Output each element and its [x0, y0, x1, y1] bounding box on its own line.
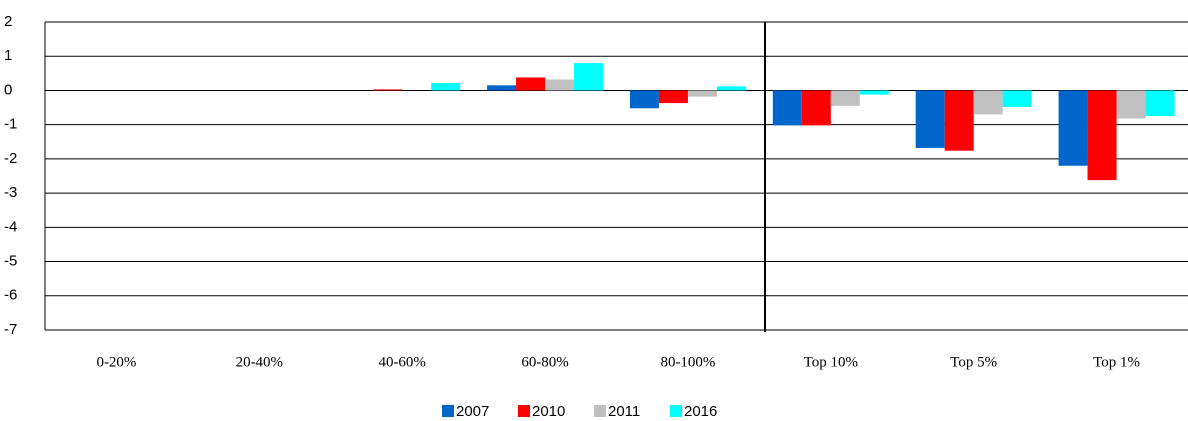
- bar: [830, 90, 860, 106]
- y-tick-label: -4: [4, 218, 17, 235]
- x-tick-label: 40-60%: [378, 354, 426, 370]
- y-tick-label: -7: [4, 321, 17, 338]
- bar: [1002, 90, 1032, 107]
- bar: [801, 90, 831, 126]
- legend-swatch: [442, 405, 454, 417]
- y-tick-label: -3: [4, 184, 17, 201]
- bar: [944, 90, 974, 151]
- x-tick-label: Top 10%: [804, 354, 858, 370]
- bar: [687, 90, 717, 97]
- x-tick-label: 60-80%: [521, 354, 569, 370]
- bar: [973, 90, 1003, 115]
- x-tick-label: Top 5%: [950, 354, 997, 370]
- bar: [574, 63, 604, 91]
- bar: [772, 90, 802, 126]
- bar: [487, 85, 517, 91]
- y-tick-label: -5: [4, 253, 17, 270]
- x-tick-label: 80-100%: [660, 354, 715, 370]
- x-tick-label: 20-40%: [236, 354, 284, 370]
- bar: [431, 82, 461, 91]
- legend-swatch: [518, 405, 530, 417]
- bar: [915, 90, 945, 148]
- bar: [716, 86, 746, 91]
- legend-label: 2007: [456, 403, 489, 420]
- legend-swatch: [670, 405, 682, 417]
- bar: [1087, 90, 1117, 181]
- legend-swatch: [594, 405, 606, 417]
- y-tick-label: 1: [4, 47, 12, 64]
- legend-label: 2016: [684, 403, 717, 420]
- y-tick-label: -2: [4, 150, 17, 167]
- y-tick-label: 0: [4, 81, 12, 98]
- bar: [516, 77, 546, 91]
- bar: [859, 90, 889, 95]
- bar: [629, 90, 659, 109]
- y-tick-label: 2: [4, 13, 12, 30]
- bar: [545, 79, 575, 91]
- legend-label: 2011: [608, 403, 640, 420]
- y-tick-label: -6: [4, 287, 17, 304]
- legend-label: 2010: [532, 403, 565, 420]
- y-tick-label: -1: [4, 116, 17, 133]
- x-tick-label: Top 1%: [1093, 354, 1140, 370]
- bar: [1145, 90, 1175, 117]
- bar: [1116, 90, 1146, 119]
- bar: [373, 89, 403, 91]
- x-tick-label: 0-20%: [96, 354, 136, 370]
- bar: [1058, 90, 1088, 166]
- bar: [658, 90, 688, 104]
